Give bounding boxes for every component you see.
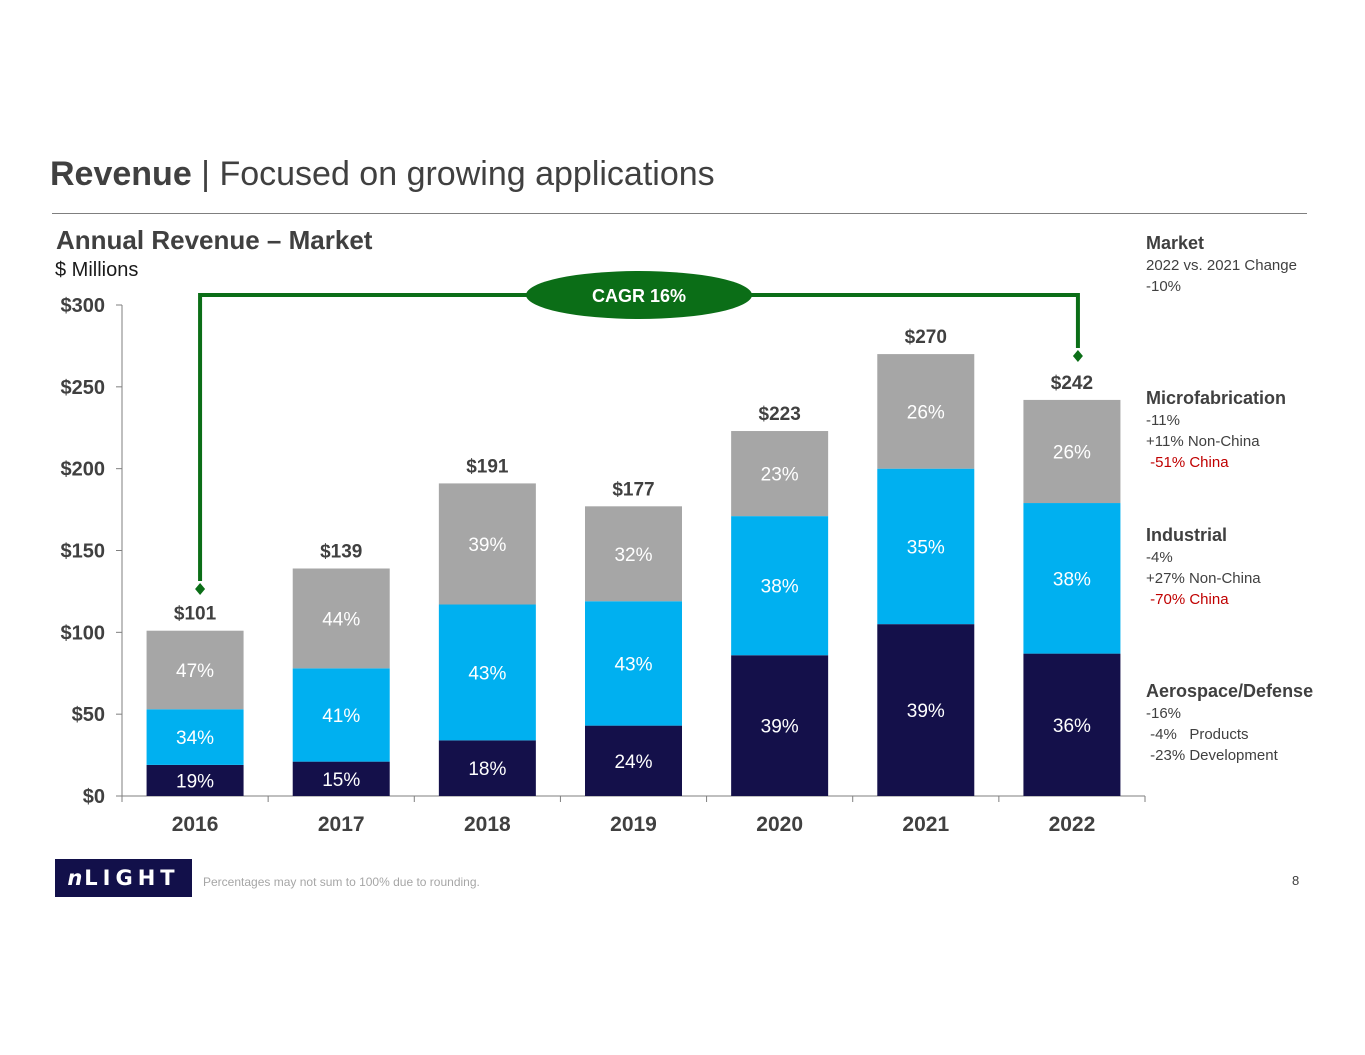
footnote: Percentages may not sum to 100% due to r… [203, 875, 480, 889]
segment-label: 26% [1053, 442, 1091, 463]
x-tick-label: 2017 [318, 813, 365, 836]
y-tick-label: $250 [61, 377, 106, 399]
sidebar-microfabrication-china: -51% China [1146, 454, 1229, 471]
y-tick-label: $300 [61, 295, 106, 317]
sidebar-aerospace-line: -23% Development [1146, 747, 1278, 764]
bar-total-label: $270 [905, 327, 947, 348]
chart-units-label: $ Millions [55, 259, 139, 281]
y-tick-label: $150 [61, 541, 106, 563]
slide-title-bold: Revenue [50, 155, 192, 193]
sidebar-industrial-china: -70% China [1146, 591, 1229, 608]
bar-industrial-2016 [146, 709, 244, 765]
bar-microfabrication-2019 [585, 506, 682, 602]
slide-title-rest: | Focused on growing applications [191, 155, 715, 193]
sidebar-aerospace: Aerospace/Defense -16% -4% Products -23%… [1146, 679, 1361, 766]
segment-label: 19% [176, 771, 214, 792]
slide-title: Revenue | Focused on growing application… [50, 155, 715, 194]
segment-label: 35% [907, 537, 945, 558]
bar-microfabrication-2018 [438, 483, 536, 605]
segment-label: 39% [468, 535, 506, 556]
bar-total-label: $223 [759, 404, 801, 425]
segment-label: 34% [176, 728, 214, 749]
bar-microfabrication-2021 [877, 354, 975, 469]
y-tick-label: $100 [61, 622, 106, 644]
logo-text: LIGHT [84, 866, 180, 890]
sidebar-aerospace-heading: Aerospace/Defense [1146, 681, 1314, 701]
sidebar-aerospace-line: -16% [1146, 705, 1182, 722]
sidebar-aerospace-line: -4% Products [1146, 726, 1249, 743]
segment-label: 43% [614, 654, 652, 675]
sidebar-microfabrication-heading: Microfabrication [1146, 388, 1287, 408]
sidebar-industrial-line: -4% [1146, 549, 1173, 566]
cagr-marker-right [1072, 350, 1083, 362]
sidebar-market: Market 2022 vs. 2021 Change -10% [1146, 231, 1361, 297]
bar-aerospace-defense-2016 [146, 764, 244, 796]
sidebar-market-heading: Market [1146, 233, 1205, 253]
x-tick-label: 2021 [902, 813, 949, 836]
bar-microfabrication-2016 [146, 630, 244, 710]
segment-label: 24% [614, 752, 652, 773]
bar-industrial-2020 [731, 516, 829, 656]
bar-aerospace-defense-2017 [292, 761, 390, 796]
sidebar-industrial: Industrial -4% +27% Non-China -70% China [1146, 523, 1361, 610]
bar-total-label: $177 [612, 479, 654, 500]
segment-label: 41% [322, 706, 360, 727]
y-tick-label: $200 [61, 459, 106, 481]
bar-industrial-2019 [585, 601, 682, 726]
bar-aerospace-defense-2019 [585, 725, 682, 796]
segment-label: 38% [1053, 569, 1091, 590]
y-tick-label: $50 [72, 704, 105, 726]
logo-n: n [67, 866, 85, 890]
x-tick-label: 2019 [610, 813, 657, 836]
segment-label: 15% [322, 770, 360, 791]
x-tick-label: 2018 [464, 813, 511, 836]
segment-label: 39% [761, 717, 799, 738]
title-divider [52, 213, 1307, 214]
segment-label: 36% [1053, 716, 1091, 737]
bar-aerospace-defense-2021 [877, 624, 975, 796]
x-tick-label: 2016 [172, 813, 219, 836]
bar-industrial-2022 [1023, 503, 1121, 654]
sidebar-industrial-heading: Industrial [1146, 525, 1228, 545]
bar-industrial-2017 [292, 668, 390, 762]
bar-aerospace-defense-2018 [438, 740, 536, 796]
bar-microfabrication-2020 [731, 431, 829, 517]
y-tick-label: $0 [83, 786, 105, 808]
sidebar-microfabrication-line: -11% [1146, 412, 1180, 429]
segment-label: 18% [468, 759, 506, 780]
segment-label: 32% [614, 545, 652, 566]
sidebar-market-line: 2022 vs. 2021 Change [1146, 257, 1297, 274]
cagr-marker-left [195, 583, 206, 595]
segment-label: 43% [468, 663, 506, 684]
cagr-label: CAGR 16% [592, 286, 686, 306]
sidebar-microfabrication: Microfabrication -11% +11% Non-China -51… [1146, 386, 1361, 473]
x-tick-label: 2022 [1049, 813, 1096, 836]
bar-total-label: $242 [1051, 373, 1093, 394]
cagr-badge [526, 271, 752, 319]
bar-aerospace-defense-2022 [1023, 653, 1121, 796]
segment-label: 23% [761, 465, 799, 486]
x-tick-label: 2020 [756, 813, 803, 836]
segment-label: 39% [907, 701, 945, 722]
sidebar-market-line: -10% [1146, 278, 1182, 295]
bar-total-label: $139 [320, 542, 362, 563]
bar-industrial-2018 [438, 604, 536, 741]
nlight-logo: nLIGHT [55, 859, 192, 897]
segment-label: 44% [322, 609, 360, 630]
bar-aerospace-defense-2020 [731, 655, 829, 796]
bar-total-label: $101 [174, 604, 217, 625]
sidebar-industrial-line: +27% Non-China [1146, 570, 1261, 587]
sidebar-microfabrication-line: +11% Non-China [1146, 433, 1260, 450]
bar-industrial-2021 [877, 468, 975, 625]
bar-total-label: $191 [466, 456, 509, 477]
page-number: 8 [1292, 873, 1300, 888]
segment-label: 47% [176, 661, 214, 682]
segment-label: 38% [761, 577, 799, 598]
bar-microfabrication-2022 [1023, 399, 1121, 504]
bar-microfabrication-2017 [292, 568, 390, 669]
chart-title: Annual Revenue – Market [56, 225, 373, 255]
segment-label: 26% [907, 402, 945, 423]
